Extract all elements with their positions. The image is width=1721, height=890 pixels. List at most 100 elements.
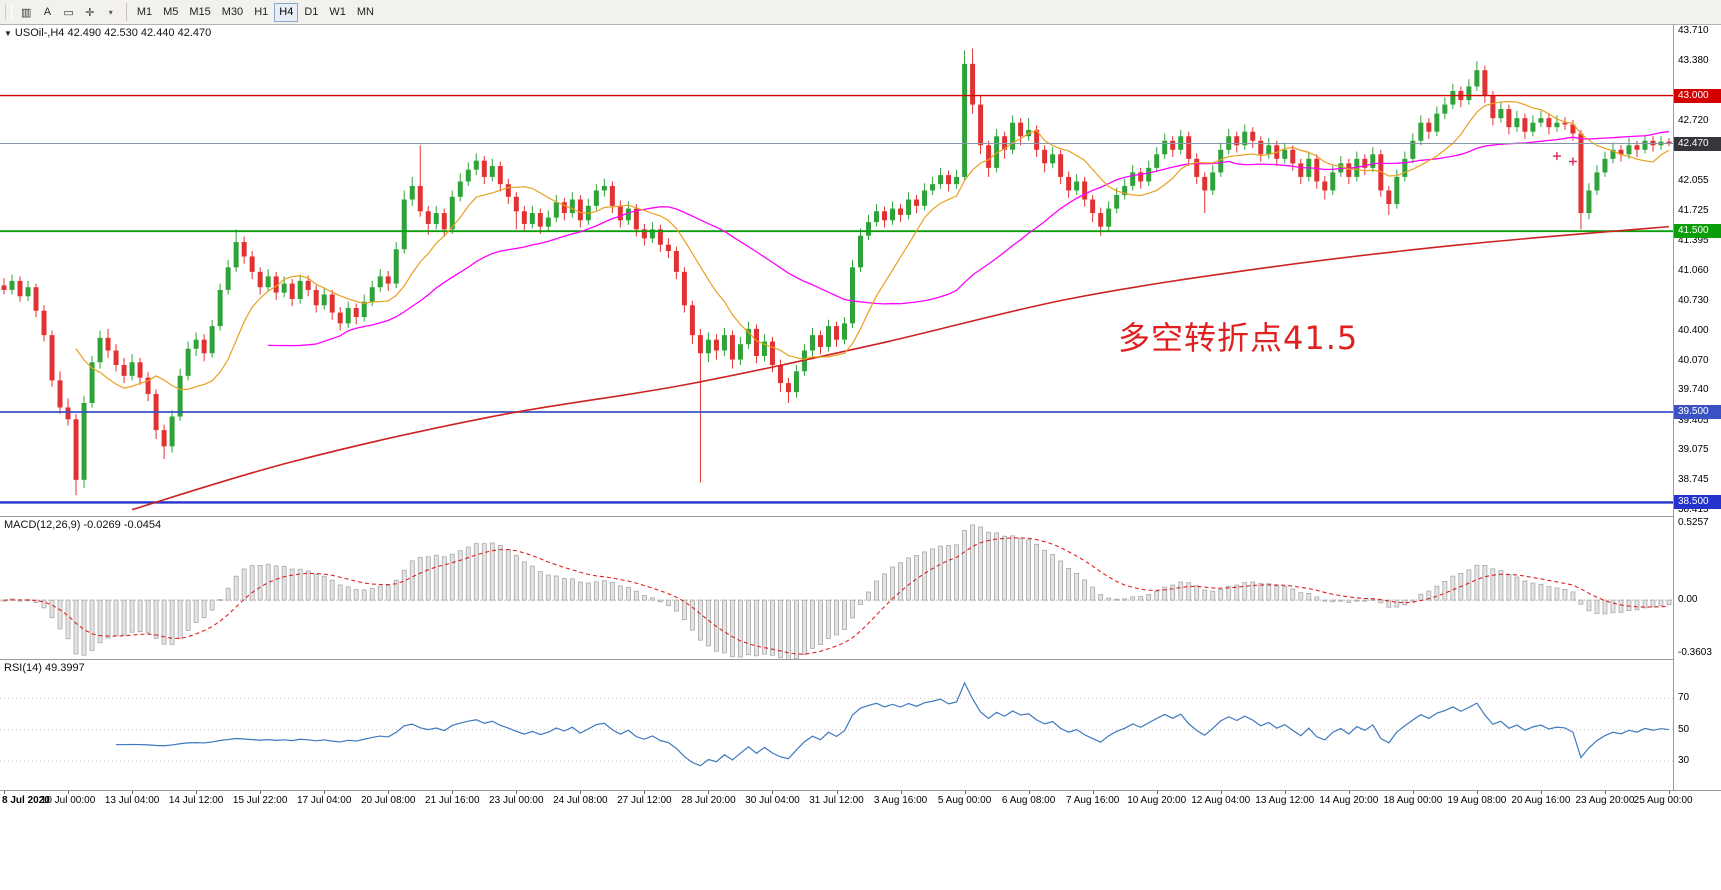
macd-scale-tick: -0.3603 (1678, 647, 1712, 658)
time-axis-label: 14 Aug 20:00 (1319, 795, 1379, 806)
time-tick (132, 791, 134, 794)
crosshair-tool: ✛ (85, 6, 95, 19)
timeframe-button-MN[interactable]: MN (352, 3, 379, 22)
time-axis-label: 17 Jul 04:00 (296, 795, 352, 806)
ohlc-values: 42.490 42.530 42.440 42.470 (67, 27, 212, 39)
candlestick-plot (0, 48, 1673, 511)
time-axis-label: 20 Jul 08:00 (360, 795, 416, 806)
price-tick: 43.710 (1678, 25, 1709, 37)
timeframe-button-W1[interactable]: W1 (324, 3, 351, 22)
time-axis-label: 14 Jul 12:00 (168, 795, 224, 806)
time-axis-label: 25 Aug 00:00 (1633, 795, 1693, 806)
toolbar-grip[interactable] (5, 4, 12, 20)
time-axis-label: 12 Aug 04:00 (1191, 795, 1251, 806)
timeframe-button-H1[interactable]: H1 (249, 3, 273, 22)
pane-separator[interactable] (0, 516, 1721, 517)
pane-separator[interactable] (0, 659, 1721, 660)
time-tick (900, 791, 902, 794)
time-tick (1220, 791, 1222, 794)
price-tick: 43.380 (1678, 55, 1709, 67)
timeframe-button-M1[interactable]: M1 (132, 3, 157, 22)
time-axis-label: 21 Jul 16:00 (425, 795, 480, 806)
price-tick: 42.055 (1678, 175, 1709, 186)
time-tick (260, 791, 262, 794)
time-axis-label: 10 Jul 00:00 (40, 795, 96, 806)
time-tick (1669, 791, 1670, 794)
timeframe-button-D1[interactable]: D1 (299, 3, 323, 22)
time-axis-label: 10 Aug 20:00 (1127, 795, 1187, 806)
tools-dropdown-button[interactable]: ▾ (101, 3, 121, 22)
time-tick (772, 791, 774, 794)
price-badge: 38.500 (1674, 495, 1721, 510)
price-badge: 43.000 (1674, 88, 1721, 103)
macd-plot-container (0, 517, 1673, 659)
label-frame-tool-button[interactable]: ▭ (58, 3, 78, 22)
chart-annotation-text[interactable]: 多空转折点41.5 (1118, 319, 1359, 357)
price-scale[interactable]: 43.710 43.380 42.720 42.055 41.725 41.395 41.0… (1673, 25, 1721, 790)
price-tick: 40.070 (1678, 354, 1709, 366)
time-axis-label: 24 Jul 08:00 (553, 795, 608, 806)
candlestick-plot-container (0, 25, 1673, 516)
time-axis-label: 13 Aug 12:00 (1255, 795, 1315, 806)
symbol-period-label: USOil-,H4 (14, 27, 65, 39)
time-axis-label: 8 Jul 2020 (2, 795, 50, 806)
text-tool: A (43, 6, 52, 18)
time-tick (1156, 791, 1158, 794)
time-axis-label: 27 Jul 12:00 (617, 795, 672, 806)
rsi-plot-container (0, 660, 1673, 790)
bar-chart-icon-button[interactable]: ▥ (16, 3, 36, 22)
text-tool-button[interactable]: A (37, 3, 57, 22)
macd-scale-tick: 0.00 (1678, 594, 1698, 606)
timeframe-button-H4[interactable]: H4 (274, 2, 299, 22)
chevron-down-icon: ▾ (108, 7, 113, 17)
macd-plot (0, 524, 1673, 659)
time-tick (1284, 791, 1286, 794)
time-tick (68, 791, 70, 794)
time-axis-label: 28 Jul 20:00 (681, 795, 736, 806)
rsi-label: RSI(14) 49.3997 (4, 662, 85, 674)
toolbar-separator (125, 3, 127, 21)
expand-arrow-icon[interactable]: ▼ (4, 29, 12, 38)
timeframe-button-M30[interactable]: M30 (217, 3, 248, 22)
time-tick (516, 791, 518, 794)
crosshair-tool-button[interactable]: ✛ (80, 3, 100, 22)
bar-chart-icon: ▥ (21, 6, 32, 19)
price-tick: 39.405 (1678, 414, 1709, 426)
price-tick: 40.730 (1678, 294, 1709, 306)
tool-button-group: ▥ A ▭ ✛ ▾ (16, 3, 121, 22)
time-tick (1092, 791, 1094, 794)
time-axis-label: 23 Jul 00:00 (489, 795, 544, 806)
time-tick (324, 791, 326, 794)
time-tick (1540, 791, 1542, 794)
time-axis-label: 18 Aug 00:00 (1383, 795, 1443, 806)
pane-separator (0, 790, 1721, 791)
timeframe-button-M15[interactable]: M15 (184, 3, 215, 22)
time-scale[interactable]: 8 Jul 2020 10 Jul 00:00 13 Jul 04:00 14 Jul… (0, 791, 1721, 813)
rsi-scale-tick: 50 (1678, 723, 1690, 735)
time-axis-label: 31 Jul 12:00 (809, 795, 864, 806)
time-tick (4, 791, 5, 794)
time-axis-label: 3 Aug 16:00 (873, 795, 928, 806)
price-tick: 38.415 (1678, 504, 1709, 516)
price-badge: 41.500 (1674, 224, 1721, 239)
timeframe-button-M5[interactable]: M5 (158, 3, 183, 22)
time-axis-label: 13 Jul 04:00 (104, 795, 160, 806)
time-axis-label: 15 Jul 22:00 (232, 795, 288, 806)
time-axis-label: 5 Aug 00:00 (937, 795, 992, 806)
price-tick: 41.395 (1678, 234, 1709, 246)
time-tick (708, 791, 710, 794)
time-tick (196, 791, 198, 794)
price-tick: 41.060 (1678, 264, 1709, 276)
macd-indicator-pane[interactable]: MACD(12,26,9) -0.0269 -0.0454 (0, 517, 1673, 659)
time-tick (836, 791, 838, 794)
main-chart-pane[interactable]: ▼ USOil-,H4 42.490 42.530 42.440 42.470 多… (0, 25, 1673, 516)
price-badge: 39.500 (1674, 405, 1721, 419)
toolbar: ▥ A ▭ ✛ ▾ M1 M5 M15 M30 H1 H4 D1 W1 MN (0, 0, 1721, 25)
rsi-indicator-pane[interactable]: RSI(14) 49.3997 (0, 660, 1673, 790)
time-axis-label: 23 Aug 20:00 (1575, 795, 1635, 806)
label-frame-tool: ▭ (63, 6, 74, 19)
time-tick (1412, 791, 1414, 794)
price-tick: 39.075 (1678, 444, 1709, 456)
price-badge: 42.470 (1674, 136, 1721, 151)
